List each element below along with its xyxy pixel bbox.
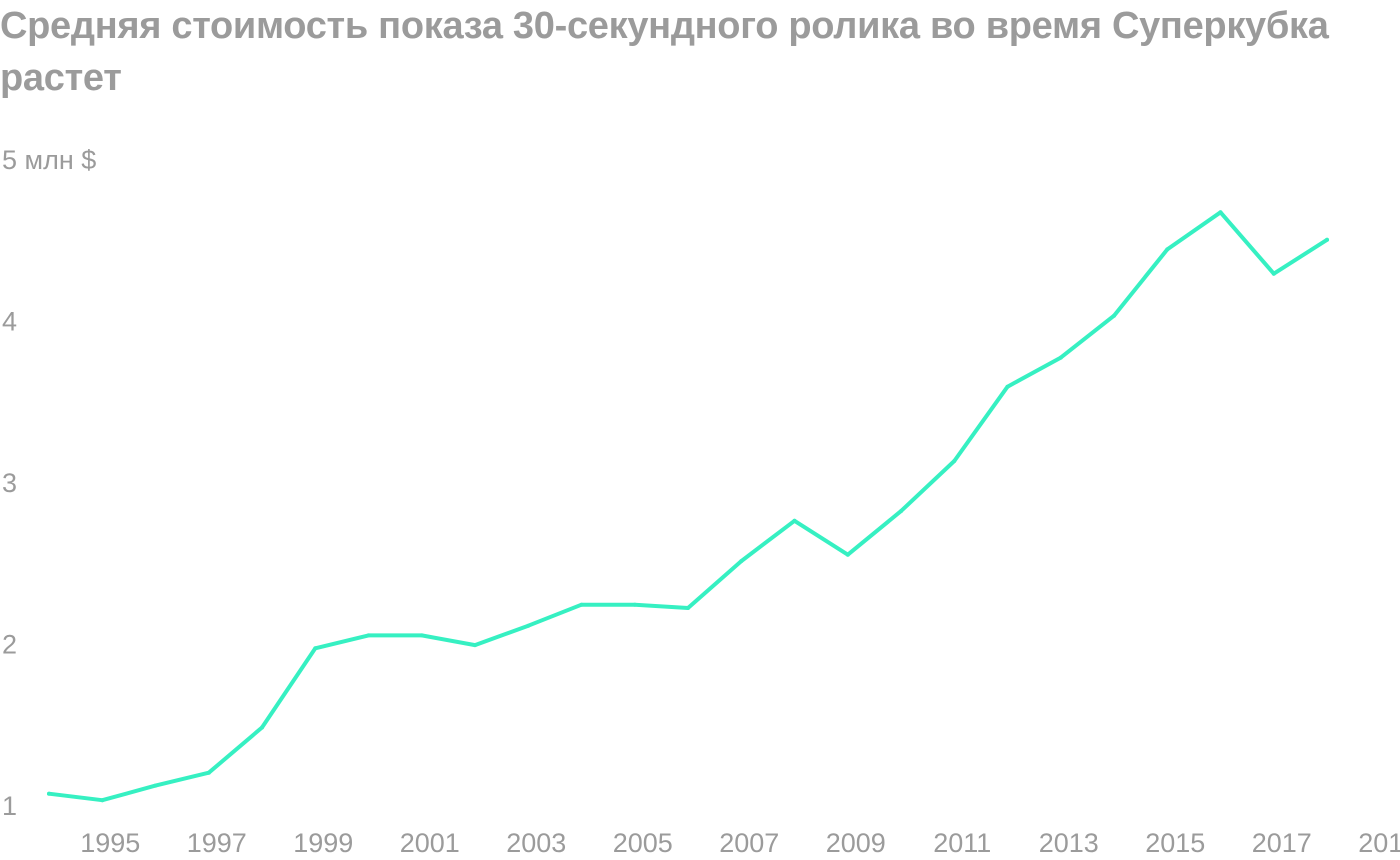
x-tick-label: 2007	[719, 828, 779, 858]
x-tick-label: 2013	[1039, 828, 1099, 858]
x-tick-label: 2003	[506, 828, 566, 858]
data-point	[419, 633, 424, 638]
data-point	[206, 770, 211, 775]
x-tick-label: 1999	[293, 828, 353, 858]
chart-title: Средняя стоимость показа 30-секундного р…	[0, 5, 1329, 99]
data-point	[1112, 313, 1116, 318]
series-group	[47, 210, 1329, 803]
data-point	[1271, 271, 1276, 276]
data-point	[739, 559, 744, 564]
data-point	[632, 602, 637, 607]
x-tick-label: 2001	[400, 828, 460, 858]
x-axis-ticks: 1995 1997 1999 2001 2003 2005 2007 2009 2011 2013…	[80, 828, 1400, 858]
y-tick-label: 5 млн $	[2, 145, 96, 175]
x-tick-label: 2017	[1252, 828, 1312, 858]
y-axis-ticks: 1 2 3 4 5 млн $	[2, 145, 96, 821]
data-point	[952, 459, 957, 463]
series-line	[47, 210, 1329, 803]
data-point	[473, 643, 477, 648]
data-point	[313, 646, 318, 651]
data-point	[792, 518, 797, 523]
data-point	[100, 798, 105, 803]
data-point	[1325, 237, 1329, 242]
data-point	[47, 791, 51, 796]
data-point	[845, 552, 850, 557]
x-tick-label: 2019	[1358, 828, 1400, 858]
y-tick-label: 3	[2, 468, 17, 498]
data-point	[260, 725, 264, 730]
x-tick-label: 2011	[933, 828, 991, 858]
y-tick-label: 4	[2, 307, 17, 337]
x-tick-label: 2005	[613, 828, 673, 858]
data-point	[153, 783, 158, 788]
data-point	[1218, 210, 1223, 215]
y-tick-label: 2	[2, 630, 17, 660]
data-point	[579, 602, 584, 607]
x-tick-label: 2015	[1145, 828, 1205, 858]
data-point	[686, 606, 690, 610]
x-tick-label: 1997	[187, 828, 247, 858]
x-tick-label: 2009	[826, 828, 886, 858]
data-point	[1058, 355, 1063, 360]
x-tick-label: 1995	[80, 828, 140, 858]
data-point	[899, 509, 903, 514]
data-point	[366, 633, 371, 638]
data-point	[1005, 384, 1010, 389]
data-point	[526, 623, 531, 628]
y-tick-label: 1	[2, 791, 17, 821]
data-point	[1165, 247, 1170, 252]
